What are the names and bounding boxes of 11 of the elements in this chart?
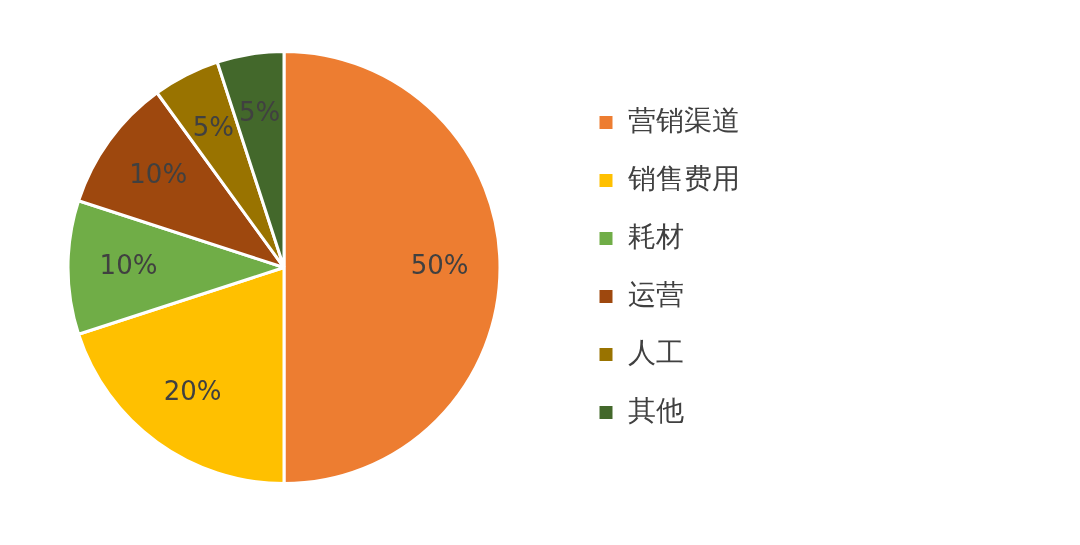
data-label: 5% xyxy=(192,111,235,142)
data-label: 20% xyxy=(163,376,222,407)
legend-label: 运营 xyxy=(628,277,684,311)
data-label: 10% xyxy=(99,250,158,281)
data-label: 50% xyxy=(410,250,469,281)
data-label: 10% xyxy=(129,158,188,189)
legend-label: 耗材 xyxy=(628,219,684,253)
legend-label: 人工 xyxy=(628,335,684,369)
legend-label: 其他 xyxy=(628,393,684,427)
legend-label: 营销渠道 xyxy=(628,103,740,137)
legend-label: 销售费用 xyxy=(627,161,740,195)
